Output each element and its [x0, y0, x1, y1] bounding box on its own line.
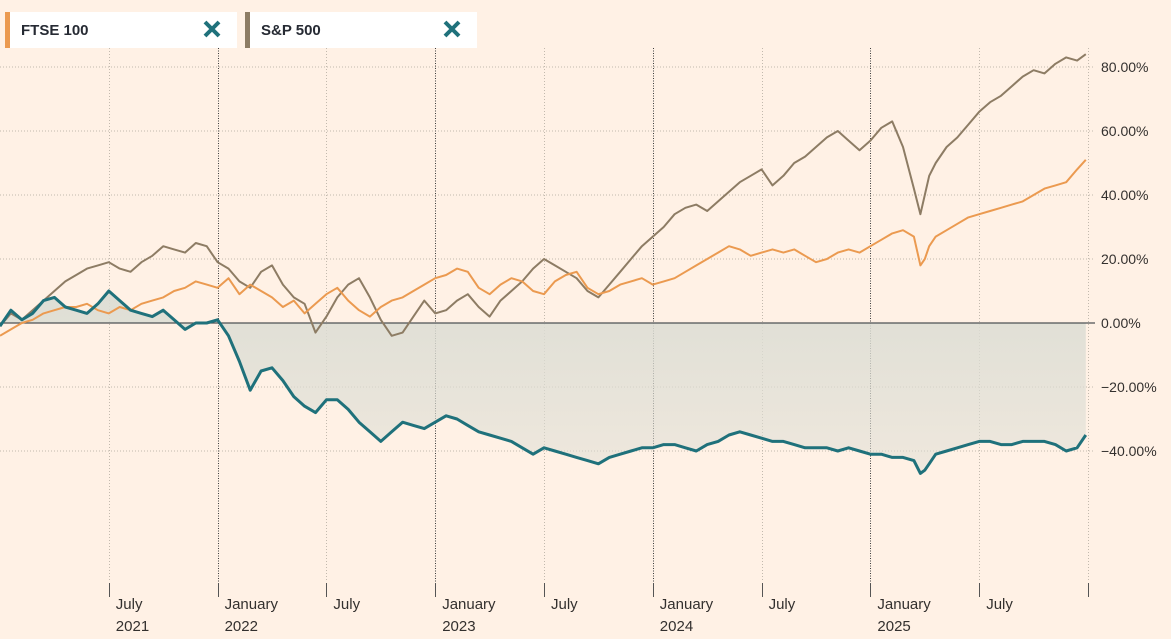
y-tick-label-0: 80.00%	[1101, 59, 1148, 75]
x-tick-year-label-3: 2023	[442, 618, 475, 635]
x-tick-label-5: January	[660, 596, 714, 613]
y-tick-label-1: 60.00%	[1101, 123, 1148, 139]
legend-label-ftse-100: FTSE 100	[21, 21, 89, 39]
legend-label-sp-500: S&P 500	[261, 21, 321, 39]
legend-chip-sp-500[interactable]: S&P 500	[245, 12, 477, 48]
relative-performance-line	[0, 289, 1088, 475]
x-tick-label-3: January	[442, 596, 496, 613]
relative-performance-area	[0, 291, 1086, 474]
ftse-100-line	[0, 159, 1087, 337]
x-tick-year-label-1: 2022	[225, 618, 258, 635]
x-tick-label-7: January	[877, 596, 931, 613]
y-tick-label-4: 0.00%	[1101, 315, 1141, 331]
x-tick-label-2: July	[333, 596, 360, 613]
close-x-icon[interactable]	[441, 18, 463, 40]
y-tick-label-5: −20.00%	[1101, 379, 1157, 395]
sp-500-line	[0, 53, 1087, 337]
y-axis-tick-labels: 80.00% 60.00% 40.00% 20.00% 0.00% −20.00% −40.…	[1101, 59, 1157, 459]
close-x-icon[interactable]	[201, 18, 223, 40]
series-lines	[0, 53, 1088, 475]
y-tick-label-2: 40.00%	[1101, 187, 1148, 203]
y-tick-label-6: −40.00%	[1101, 443, 1157, 459]
legend-color-bar-ftse-100	[5, 12, 10, 48]
x-tick-label-6: July	[769, 596, 796, 613]
x-tick-label-4: July	[551, 596, 578, 613]
x-axis-tick-labels: July 2021 January 2022 July January 2023 July Ja…	[116, 596, 1014, 635]
legend: FTSE 100 S&P 500	[5, 12, 477, 48]
relative-fill-area	[0, 291, 1086, 474]
x-tick-year-label-7: 2025	[877, 618, 910, 635]
x-tick-label-8: July	[986, 596, 1013, 613]
x-tick-label-0: July	[116, 596, 143, 613]
x-tick-year-label-5: 2024	[660, 618, 693, 635]
legend-color-bar-sp-500	[245, 12, 250, 48]
x-tick-label-1: January	[225, 596, 279, 613]
y-tick-label-3: 20.00%	[1101, 251, 1148, 267]
legend-chip-ftse-100[interactable]: FTSE 100	[5, 12, 237, 48]
x-tick-year-label-0: 2021	[116, 618, 149, 635]
